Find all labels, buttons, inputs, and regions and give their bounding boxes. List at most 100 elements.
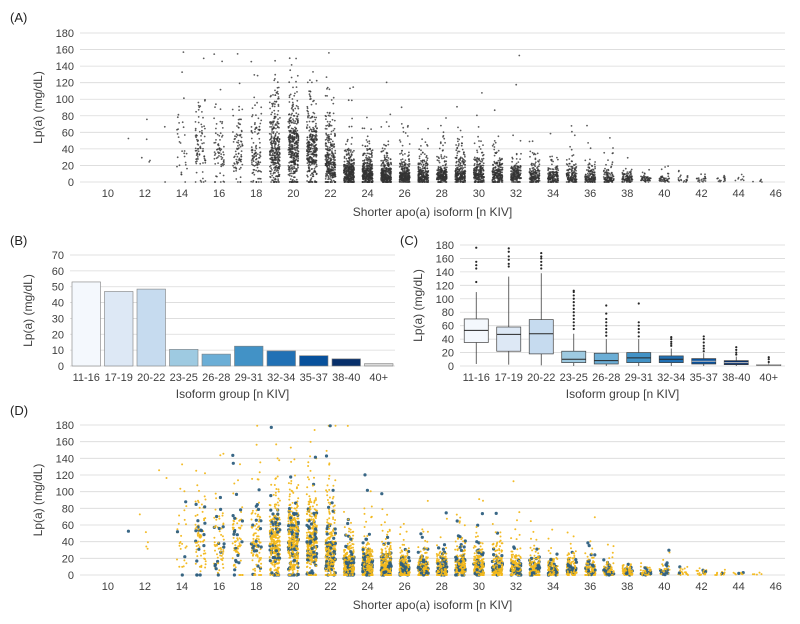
data-point: [574, 179, 577, 181]
data-point: [331, 169, 333, 172]
data-point: [438, 160, 440, 162]
data-point: [270, 141, 273, 143]
data-point: [213, 154, 216, 157]
data-point: [313, 99, 315, 102]
data-point: [534, 163, 536, 165]
data-point: [197, 139, 200, 142]
data-point: [272, 102, 275, 105]
data-point: [292, 140, 295, 143]
data-point: [549, 168, 552, 170]
data-point: [306, 124, 309, 126]
data-point: [478, 140, 480, 142]
data-point: [442, 157, 445, 160]
data-point: [474, 158, 477, 161]
data-point: [256, 101, 258, 104]
data-point: [565, 172, 568, 175]
data-point: [202, 162, 204, 164]
data-point: [260, 106, 263, 109]
data-point: [548, 172, 551, 175]
data-point: [567, 165, 570, 168]
data-point: [292, 172, 294, 175]
data-point: [201, 171, 204, 173]
data-point: [534, 161, 537, 164]
y-tick-label: 100: [56, 94, 74, 106]
data-point: [194, 127, 197, 130]
data-point: [353, 167, 355, 170]
data-point: [473, 167, 475, 170]
data-point: [213, 142, 216, 144]
data-point: [314, 118, 317, 121]
data-point: [343, 171, 345, 174]
data-point: [219, 108, 222, 111]
data-point: [334, 164, 337, 166]
data-point: [404, 132, 407, 134]
data-point: [203, 157, 206, 160]
data-point: [462, 163, 465, 165]
data-point: [177, 113, 180, 116]
data-point: [274, 168, 277, 170]
data-point: [570, 180, 573, 182]
data-point: [291, 144, 294, 147]
data-point: [313, 167, 316, 170]
data-point: [253, 173, 256, 176]
data-point: [196, 143, 199, 146]
data-point: [278, 138, 281, 141]
data-point: [279, 152, 281, 155]
data-point: [401, 144, 404, 147]
data-point: [529, 181, 532, 183]
data-point: [481, 154, 484, 157]
data-point: [353, 149, 355, 152]
data-point: [454, 156, 457, 159]
data-point: [213, 157, 216, 160]
data-point: [202, 57, 205, 60]
data-point: [584, 173, 587, 176]
data-point: [238, 158, 241, 161]
data-point: [292, 86, 294, 89]
data-point: [400, 161, 403, 163]
data-point: [294, 162, 296, 165]
data-point: [278, 146, 280, 149]
data-point: [574, 163, 577, 166]
data-point: [291, 121, 293, 124]
data-point: [333, 132, 336, 135]
data-point: [292, 148, 294, 151]
data-point: [588, 162, 591, 165]
data-point: [294, 130, 297, 133]
data-point: [215, 127, 217, 130]
data-point: [365, 154, 368, 157]
data-point: [529, 167, 531, 170]
data-point: [458, 165, 461, 168]
data-point: [380, 159, 383, 162]
data-point: [295, 178, 298, 181]
data-point: [235, 169, 238, 172]
y-tick-label: 60: [62, 127, 74, 139]
x-tick-label: 22: [324, 188, 336, 200]
data-point: [256, 153, 259, 156]
data-point: [258, 157, 260, 159]
data-point: [584, 181, 587, 183]
data-point: [296, 129, 299, 132]
data-point: [271, 152, 274, 155]
data-point: [221, 134, 224, 137]
data-point: [221, 60, 224, 63]
data-point: [310, 153, 312, 156]
data-point: [459, 162, 462, 165]
data-point: [442, 131, 445, 134]
data-point: [531, 140, 534, 143]
data-point: [180, 171, 183, 174]
data-point: [292, 156, 295, 159]
data-point: [237, 152, 240, 155]
data-point: [288, 94, 291, 97]
data-point: [184, 181, 187, 183]
x-tick-label: 36: [584, 188, 596, 200]
data-point: [235, 167, 238, 170]
data-point: [549, 176, 552, 179]
data-point: [233, 155, 236, 158]
data-point: [328, 169, 330, 172]
data-point: [420, 153, 422, 156]
data-point: [420, 149, 422, 152]
data-point: [183, 152, 186, 155]
data-point: [456, 152, 459, 154]
data-point: [326, 120, 329, 123]
data-point: [293, 176, 296, 179]
